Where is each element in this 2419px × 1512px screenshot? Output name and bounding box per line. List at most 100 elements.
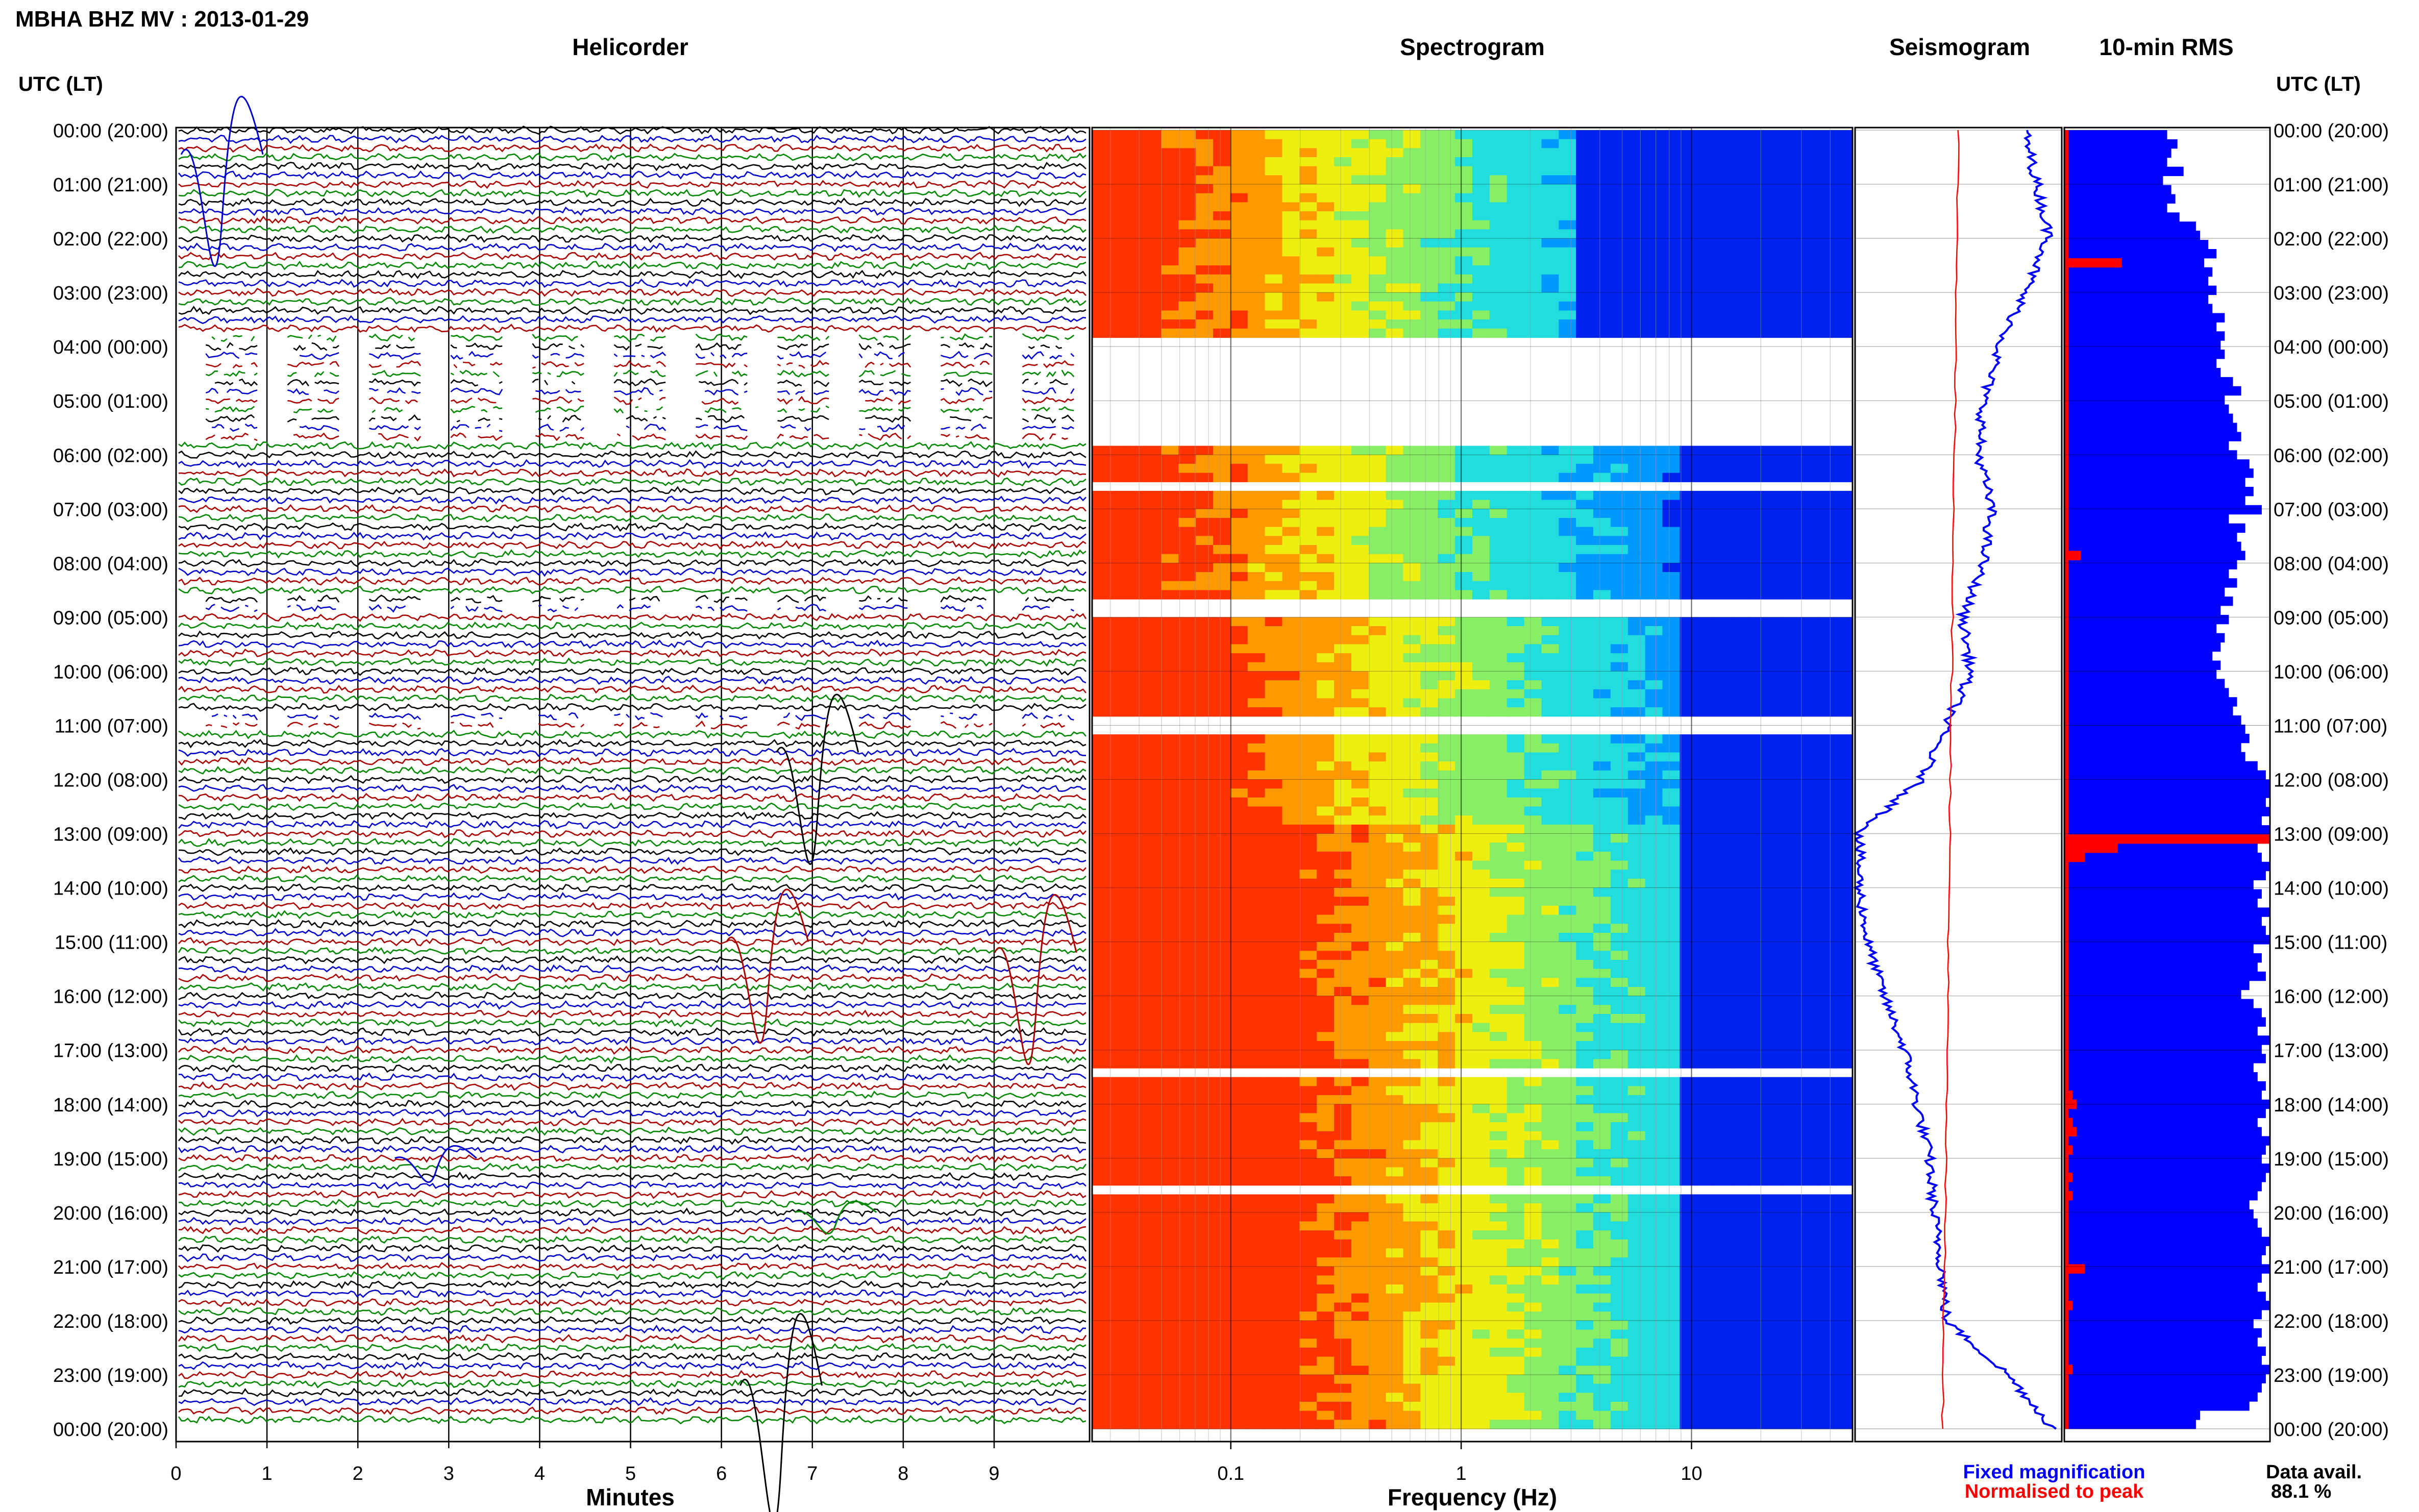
spectrogram-cell (1697, 752, 1715, 762)
spectrogram-cell (1247, 229, 1266, 239)
spectrogram-cell (1317, 635, 1335, 645)
spectrogram-cell (1748, 545, 1767, 555)
spectrogram-cell (1144, 175, 1162, 185)
spectrogram-cell (1507, 310, 1525, 320)
spectrogram-cell (1576, 184, 1594, 194)
spectrogram-cell (1161, 1257, 1179, 1267)
spectrogram-cell (1092, 1041, 1110, 1051)
spectrogram-cell (1593, 319, 1611, 329)
spectrogram-cell (1576, 1248, 1594, 1258)
spectrogram-cell (1282, 211, 1300, 221)
spectrogram-cell (1559, 247, 1576, 257)
spectrogram-cell (1230, 590, 1248, 600)
spectrogram-cell (1766, 463, 1784, 474)
spectrogram-cell (1507, 1167, 1525, 1177)
spectrogram-cell (1265, 671, 1283, 681)
spectrogram-cell (1299, 626, 1317, 636)
spectrogram-cell (1178, 1014, 1196, 1024)
spectrogram-cell (1697, 1122, 1715, 1132)
spectrogram-cell (1368, 1014, 1387, 1024)
spectrogram-cell (1559, 626, 1576, 636)
spectrogram-cell (1680, 987, 1697, 997)
spectrogram-cell (1420, 743, 1438, 753)
spectrogram-cell (1662, 166, 1680, 176)
spectrogram-cell (1403, 518, 1421, 528)
spectrogram-cell (1576, 797, 1594, 807)
spectrogram-cell (1576, 166, 1594, 176)
spectrogram-cell (1489, 1149, 1508, 1159)
spectrogram-cell (1610, 175, 1628, 185)
spectrogram-cell (1109, 617, 1127, 627)
spectrogram-cell (1161, 554, 1179, 563)
spectrogram-cell (1126, 1131, 1145, 1141)
spectrogram-cell (1593, 1005, 1611, 1014)
spectrogram-cell (1282, 166, 1300, 176)
spectrogram-cell (1420, 914, 1438, 924)
spectrogram-cell (1627, 933, 1646, 943)
spectrogram-cell (1178, 933, 1196, 943)
spectrogram-cell (1818, 527, 1836, 536)
spectrogram-cell (1247, 870, 1266, 879)
spectrogram-cell (1403, 743, 1421, 753)
time-label-left: 18:00 (14:00) (53, 1095, 168, 1116)
spectrogram-cell (1282, 202, 1300, 212)
spectrogram-cell (1230, 211, 1248, 221)
spectrogram-cell (1455, 310, 1473, 320)
spectrogram-cell (1455, 1059, 1473, 1069)
spectrogram-cell (1835, 887, 1853, 897)
spectrogram-cell (1748, 590, 1767, 600)
spectrogram-cell (1334, 139, 1352, 148)
spectrogram-cell (1161, 572, 1179, 582)
spectrogram-cell (1732, 824, 1749, 834)
spectrogram-cell (1247, 824, 1266, 834)
spectrogram-cell (1109, 536, 1127, 546)
spectrogram-cell (1213, 256, 1231, 266)
spectrogram-cell (1610, 572, 1628, 582)
spectrogram-cell (1299, 527, 1317, 536)
spectrogram-cell (1680, 130, 1697, 140)
spectrogram-cell (1092, 1131, 1110, 1141)
spectrogram-cell (1680, 193, 1697, 203)
spectrogram-cell (1714, 924, 1732, 933)
spectrogram-cell (1334, 563, 1352, 573)
time-label-right: 19:00 (15:00) (2274, 1149, 2389, 1170)
spectrogram-cell (1334, 1077, 1352, 1086)
spectrogram-cell (1196, 283, 1214, 293)
spectrogram-cell (1265, 220, 1283, 230)
spectrogram-cell (1783, 960, 1801, 970)
spectrogram-cell (1835, 554, 1853, 563)
spectrogram-cell (1714, 256, 1732, 266)
time-label-right: 20:00 (16:00) (2274, 1203, 2389, 1224)
spectrogram-cell (1368, 978, 1387, 987)
spectrogram-cell (1627, 509, 1646, 518)
spectrogram-cell (1178, 1140, 1196, 1150)
spectrogram-cell (1351, 455, 1369, 464)
spectrogram-cell (1109, 319, 1127, 329)
spectrogram-cell (1265, 1266, 1283, 1276)
spectrogram-cell (1489, 1122, 1508, 1132)
spectrogram-cell (1818, 870, 1836, 879)
spectrogram-cell (1109, 527, 1127, 536)
spectrogram-cell (1524, 635, 1542, 645)
spectrogram-cell (1489, 130, 1508, 140)
spectrogram-cell (1299, 238, 1317, 248)
spectrogram-cell (1732, 265, 1749, 275)
spectrogram-cell (1662, 1149, 1680, 1159)
spectrogram-cell (1835, 960, 1853, 970)
spectrogram-cell (1748, 1221, 1767, 1231)
spectrogram-cell (1144, 563, 1162, 573)
spectrogram-cell (1507, 860, 1525, 870)
spectrogram-cell (1610, 680, 1628, 690)
spectrogram-cell (1317, 301, 1335, 311)
spectrogram-cell (1541, 590, 1559, 600)
spectrogram-cell (1196, 1140, 1214, 1150)
spectrogram-cell (1386, 202, 1404, 212)
spectrogram-cell (1403, 1095, 1421, 1105)
spectrogram-cell (1317, 1221, 1335, 1231)
spectrogram-cell (1645, 878, 1663, 888)
spectrogram-cell (1489, 139, 1508, 148)
spectrogram-cell (1438, 1113, 1455, 1123)
spectrogram-cell (1662, 689, 1680, 699)
spectrogram-cell (1697, 734, 1715, 744)
spectrogram-cell (1627, 536, 1646, 546)
